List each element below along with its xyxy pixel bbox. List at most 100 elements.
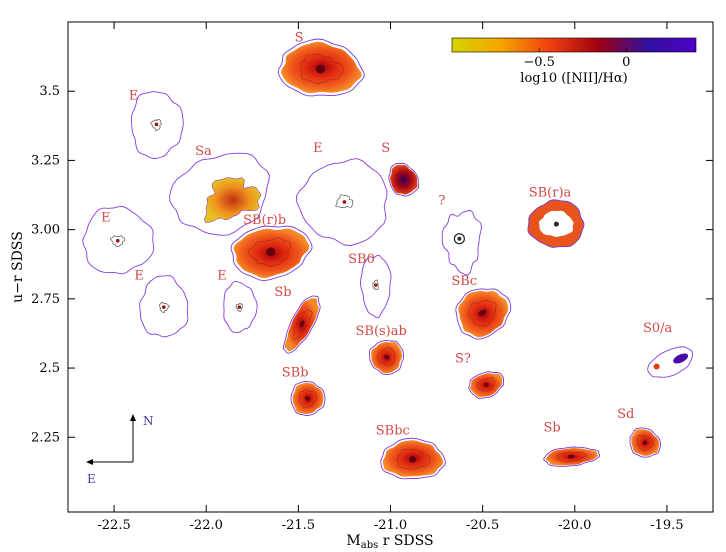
plot-frame xyxy=(67,21,714,513)
galaxy-core xyxy=(342,200,347,204)
galaxy-inner-contour xyxy=(556,451,588,463)
galaxy-14 xyxy=(368,340,405,375)
morphology-label: SB(r)a xyxy=(529,185,572,200)
galaxy-3 xyxy=(296,158,388,246)
galaxy-4 xyxy=(388,162,420,197)
x-tick-label: -21.0 xyxy=(374,518,407,533)
compass-east-label: E xyxy=(87,472,96,486)
morphology-label: S? xyxy=(455,352,471,367)
galaxy-nucleus xyxy=(401,177,406,183)
galaxy-outer-contour xyxy=(277,38,365,97)
morphology-label: E xyxy=(217,268,227,283)
galaxy-9 xyxy=(139,275,189,338)
galaxy-19 xyxy=(543,446,601,467)
y-tick-label: 2.25 xyxy=(31,430,60,445)
galaxy-inner-contour xyxy=(376,347,396,367)
galaxy-nucleus xyxy=(384,354,390,360)
morphology-label: E xyxy=(313,141,323,156)
galaxy-core xyxy=(162,305,166,309)
galaxy-nucleus xyxy=(305,396,311,401)
galaxy-inner-contour xyxy=(299,54,345,84)
galaxy-outer-contour xyxy=(543,446,601,467)
galaxy-inner-contour xyxy=(110,235,126,248)
galaxy-0 xyxy=(277,38,365,97)
x-axis-title: Mabs r SDSS xyxy=(346,533,433,551)
y-axis-title: u−r SDSS xyxy=(10,231,26,303)
colorbar-ticks: −0.5 0 xyxy=(523,48,630,70)
galaxy-nucleus xyxy=(409,456,417,463)
morphology-label: E xyxy=(134,268,144,283)
galaxy-outer-contour xyxy=(647,346,693,378)
compass: N E xyxy=(86,414,154,486)
galaxy-nucleus xyxy=(642,440,647,445)
galaxy-16 xyxy=(647,346,693,378)
galaxy-5 xyxy=(82,205,155,275)
galaxy-inner-contour xyxy=(637,434,654,451)
galaxy-core xyxy=(673,353,689,364)
galaxy-outer-contour xyxy=(296,158,388,246)
morphology-label: Sd xyxy=(617,407,634,422)
morphology-label: Sb xyxy=(543,421,560,436)
galaxy-outer-contour xyxy=(290,381,326,416)
galaxy-11 xyxy=(359,254,392,319)
galaxy-inner-contour xyxy=(396,448,431,470)
x-axis-title-sub: abs xyxy=(361,540,379,551)
galaxy-outer-contour xyxy=(139,275,189,338)
galaxy-nucleus xyxy=(299,320,305,328)
galaxy-core xyxy=(373,283,378,287)
morphology-label: E xyxy=(129,89,139,104)
galaxy-knot xyxy=(653,363,660,370)
galaxy-outer-contour xyxy=(359,254,392,319)
x-axis-ticks: -22.5 -22.0 -21.5 -21.0 -20.5 -20.0 -19.5 xyxy=(97,22,684,533)
galaxy-nucleus xyxy=(553,221,559,227)
galaxy-nucleus xyxy=(315,64,326,74)
y-tick-label: 3.00 xyxy=(31,223,60,238)
y-tick-label: 2.5 xyxy=(39,361,60,376)
galaxy-nucleus xyxy=(568,454,575,459)
galaxy-inner-contour xyxy=(159,301,170,314)
y-axis-ticks: 2.25 2.5 2.75 3.00 3.25 3.5 xyxy=(31,84,713,445)
colorbar-tick-label: −0.5 xyxy=(523,55,555,70)
y-tick-label: 3.25 xyxy=(31,153,60,168)
galaxy-1 xyxy=(130,91,184,159)
x-tick-label: -22.0 xyxy=(190,518,223,533)
galaxy-6 xyxy=(230,225,313,282)
galaxy-17 xyxy=(290,381,326,416)
morphology-label-layer: S E Sa E S E SB(r)b? SB(r)a E E SB0 Sb SBc SB(s)ab S? S… xyxy=(101,30,672,438)
compass-east-head xyxy=(86,459,93,465)
galaxy-nucleus xyxy=(478,309,487,316)
galaxy-outer-contour xyxy=(223,280,258,334)
galaxy-nucleus xyxy=(457,236,462,241)
galaxy-inner-contour xyxy=(335,194,354,209)
galaxy-outer-contour xyxy=(230,225,313,282)
galaxy-outer-contour xyxy=(380,437,446,480)
morphology-label: SB(r)b xyxy=(243,213,286,228)
morphology-label: ? xyxy=(438,194,445,209)
x-tick-label: -19.5 xyxy=(650,518,683,533)
galaxy-outer-contour xyxy=(468,371,505,399)
galaxy-inner-contour xyxy=(298,389,318,409)
morphology-label: S0/a xyxy=(643,321,673,336)
galaxy-inner-contour xyxy=(292,309,313,341)
morphology-label: E xyxy=(101,210,111,225)
galaxy-inner-contour xyxy=(235,302,243,312)
x-tick-label: -20.0 xyxy=(558,518,591,533)
y-tick-label: 3.5 xyxy=(39,84,60,99)
morphology-label: S xyxy=(295,30,304,45)
galaxy-outer-contour xyxy=(368,340,405,375)
x-tick-label: -20.5 xyxy=(466,518,499,533)
galaxy-7 xyxy=(441,209,482,276)
galaxy-outer-contour xyxy=(629,427,662,458)
compass-north-label: N xyxy=(143,414,154,428)
morphology-label: S xyxy=(381,141,390,156)
galaxy-12 xyxy=(282,295,321,354)
colorbar-gradient xyxy=(451,37,697,53)
y-tick-label: 2.75 xyxy=(31,292,60,307)
galaxy-20 xyxy=(629,427,662,458)
x-axis-title-rest: r SDSS xyxy=(378,533,433,549)
colorbar-tick-label: 0 xyxy=(622,55,630,70)
galaxy-core xyxy=(115,238,120,243)
galaxy-body xyxy=(204,177,262,223)
morphology-label: Sb xyxy=(274,285,291,300)
